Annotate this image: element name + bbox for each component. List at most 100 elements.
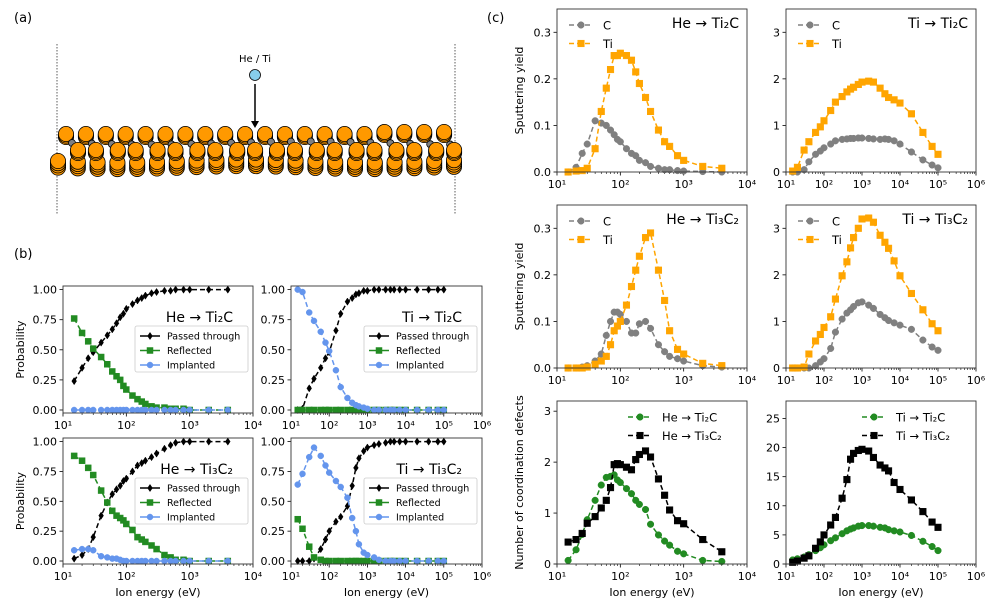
data-point <box>337 557 344 565</box>
data-point <box>831 295 839 303</box>
data-point <box>622 301 631 309</box>
data-point <box>142 400 149 408</box>
data-point <box>98 338 104 347</box>
data-point <box>161 406 168 414</box>
data-point <box>332 367 340 374</box>
data-point <box>591 145 599 153</box>
x-tick-label: 10³ <box>853 374 871 387</box>
data-point <box>583 363 591 371</box>
x-tick-label: 10¹ <box>548 374 566 387</box>
data-point <box>896 528 904 536</box>
legend-marker <box>376 331 382 341</box>
titanium-atom <box>207 141 224 158</box>
data-point <box>113 373 120 380</box>
data-point <box>896 272 904 280</box>
data-point <box>318 363 324 372</box>
axes-frame <box>290 285 483 414</box>
axes-frame <box>556 204 748 369</box>
data-point <box>606 484 615 492</box>
y-tick-label: 1.00 <box>261 284 286 297</box>
data-point <box>391 285 397 294</box>
data-point <box>812 362 820 370</box>
data-point <box>349 293 355 303</box>
legend-label: C <box>832 19 840 33</box>
data-point <box>71 554 77 563</box>
data-point <box>641 93 650 102</box>
data-point <box>349 481 355 490</box>
legend-label: Reflected <box>167 346 212 357</box>
data-point <box>647 520 655 528</box>
data-point <box>673 345 682 353</box>
data-point <box>414 285 420 294</box>
data-point <box>84 464 92 472</box>
series-implanted <box>70 545 232 565</box>
y-tick-label: 0.50 <box>261 495 286 508</box>
titanium-atom <box>189 141 206 158</box>
data-point <box>869 218 877 226</box>
data-point <box>317 328 324 335</box>
data-point <box>919 306 927 314</box>
data-point <box>816 330 824 339</box>
data-point <box>364 557 371 565</box>
legend: C Ti <box>798 19 842 51</box>
data-point <box>827 344 835 352</box>
data-point <box>123 386 130 393</box>
data-point <box>129 526 136 534</box>
series-line <box>792 217 939 369</box>
titanium-atom <box>197 126 214 143</box>
data-point <box>402 437 409 446</box>
data-point <box>800 363 808 371</box>
y-axis-label: Sputtering yield <box>513 47 526 135</box>
data-point <box>402 557 409 565</box>
data-point <box>172 285 179 294</box>
y-tick-label: 1 <box>544 507 551 520</box>
data-point <box>816 538 824 546</box>
titanium-atom <box>229 141 246 158</box>
titanium-atom <box>167 141 184 158</box>
data-point <box>413 557 421 565</box>
data-point <box>831 513 839 521</box>
y-tick-label: 0.75 <box>33 465 58 478</box>
data-point <box>616 317 624 325</box>
data-point <box>827 313 835 321</box>
data-point <box>387 437 394 446</box>
data-point <box>117 313 123 322</box>
y-tick-label: 0.0 <box>534 166 552 179</box>
legend: C Ti <box>798 215 842 247</box>
series-line <box>792 524 939 561</box>
data-point <box>402 285 409 294</box>
data-point <box>820 144 828 152</box>
chart-c6: 10¹ 10² 10³ 10⁴ 10⁵ 10⁶ 0 5 10 15 20 25 Ion energy (… <box>766 400 986 599</box>
x-tick-label: 10¹ <box>282 570 300 583</box>
series-passed-through <box>71 285 231 386</box>
data-point <box>627 490 636 498</box>
data-point <box>425 285 432 294</box>
data-point <box>318 545 324 554</box>
series-ti <box>564 49 726 176</box>
data-point <box>838 494 846 502</box>
data-point <box>161 557 168 565</box>
data-point <box>355 541 363 548</box>
data-point <box>71 377 77 386</box>
data-point <box>322 462 329 469</box>
data-point <box>104 360 111 368</box>
legend-marker <box>577 39 585 48</box>
chart-c2: 10¹ 10² 10³ 10⁴ 10⁵ 10⁶ 0 1 2 3 Ti → Ti₂C C Ti <box>773 8 986 191</box>
titanium-atom <box>256 126 273 143</box>
data-point <box>812 128 820 136</box>
data-point <box>98 511 104 520</box>
legend-marker <box>376 483 382 493</box>
data-point <box>109 507 116 515</box>
y-tick-label: 0.00 <box>261 404 286 417</box>
data-point <box>123 406 130 414</box>
data-point <box>205 406 212 414</box>
legend-label: Reflected <box>396 346 441 357</box>
data-point <box>934 547 942 555</box>
legend-label: Ti <box>831 233 842 247</box>
titanium-atom <box>127 141 144 158</box>
data-point <box>180 285 187 294</box>
x-tick-label: 10¹ <box>54 570 72 583</box>
legend-marker <box>146 513 154 521</box>
legend-marker <box>375 513 383 521</box>
